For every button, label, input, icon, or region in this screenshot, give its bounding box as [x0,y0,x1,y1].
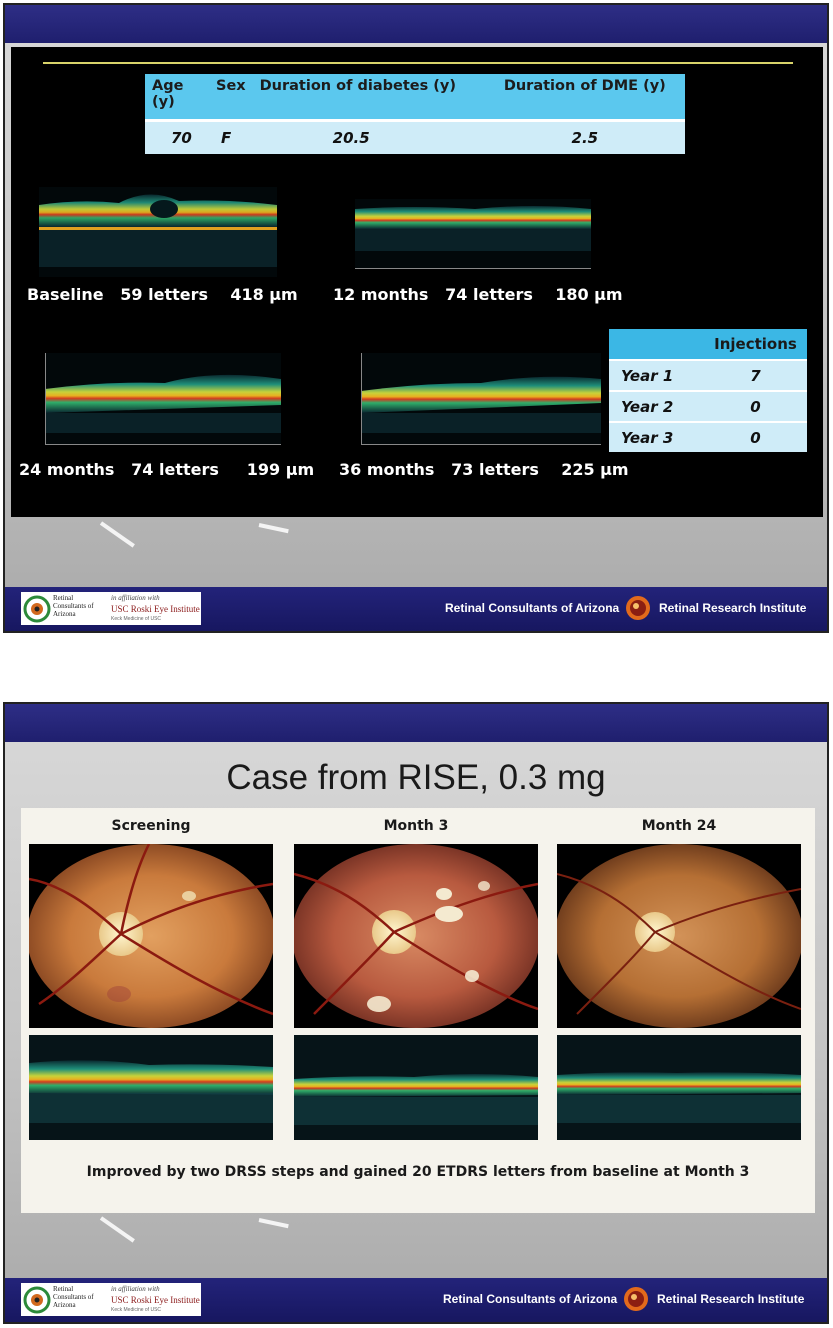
slide-footer: Retinal Consultants of Arizona in affili… [5,1278,827,1322]
patient-info-table: Age (y) Sex Duration of diabetes (y) Dur… [145,74,685,154]
rca-eye-icon [23,1286,51,1314]
slide-title: Case from RISE, 0.3 mg [226,758,606,797]
rri-logo-icon [626,596,650,620]
table-cell: F [209,118,253,154]
injections-table: Injections Year 1 7 Year 2 0 Year 3 0 [609,329,807,452]
visit-label: Baseline [27,285,104,304]
road-marking [258,1218,289,1229]
oct-scan-screening [29,1035,273,1140]
table-cell: Year 2 [609,390,704,422]
case-caption: Improved by two DRSS steps and gained 20… [86,1164,750,1180]
table-header: Injections [704,329,807,360]
usc-text: USC Roski Eye Institute [111,604,200,614]
footer-rri-text: Retinal Research Institute [659,601,807,615]
oct-label-36-months: 36 months 73 letters 225 µm [339,460,629,479]
table-cell: 70 [145,118,209,154]
fundus-image-month-3 [294,844,538,1028]
thickness-label: 418 µm [230,285,298,304]
letters-label: 73 letters [451,460,539,479]
rri-logo-icon [624,1287,648,1311]
table-row: Year 2 0 [609,390,807,422]
affiliation-text: in affiliation with [111,594,160,602]
slide-top-banner [5,704,827,742]
column-header-month-3: Month 3 [383,818,449,834]
thickness-label: 199 µm [246,460,315,479]
usc-text: USC Roski Eye Institute [111,1295,200,1305]
case-images-card: Screening Month 3 Month 24 [21,808,815,1213]
slide-footer: Retinal Consultants of Arizona in affili… [5,587,827,631]
table-cell: 7 [704,359,807,391]
fundus-image-screening [29,844,273,1028]
slide-1: Age (y) Sex Duration of diabetes (y) Dur… [3,3,829,633]
table-header: Duration of diabetes (y) [252,74,485,120]
footer-rca-text: Retinal Consultants of Arizona [445,601,620,615]
oct-scan-36-months [361,353,601,445]
affiliation-text: in affiliation with [111,1285,160,1293]
footer-rca-text: Retinal Consultants of Arizona [443,1292,618,1306]
rca-eye-icon [23,595,51,623]
letters-label: 74 letters [445,285,533,304]
oct-label-12-months: 12 months 74 letters 180 µm [333,285,623,304]
slide-2: Case from RISE, 0.3 mg Screening Month 3… [3,702,829,1324]
oct-scan-baseline [39,187,277,277]
thickness-label: 180 µm [555,285,623,304]
oct-scan-month-24 [557,1035,801,1140]
table-cell: Year 1 [609,359,704,391]
letters-label: 74 letters [131,460,219,479]
rca-usc-logo: Retinal Consultants of Arizona in affili… [21,1283,201,1316]
table-header: Sex [209,74,253,120]
visit-label: 24 months [19,460,115,479]
oct-results-panel: Age (y) Sex Duration of diabetes (y) Dur… [11,47,823,517]
table-cell: 0 [704,421,807,452]
usc-sub-text: Keck Medicine of USC [111,1307,162,1313]
letters-label: 59 letters [120,285,209,304]
column-header-screening: Screening [111,818,191,834]
visit-label: 36 months [339,460,435,479]
road-marking [99,521,135,548]
usc-sub-text: Keck Medicine of USC [111,616,162,622]
thickness-label: 225 µm [561,460,629,479]
oct-scan-24-months [45,353,281,445]
table-cell: Year 3 [609,421,704,452]
rca-usc-logo: Retinal Consultants of Arizona in affili… [21,592,201,625]
slide-top-banner [5,5,827,43]
accent-divider-line [43,62,793,64]
column-header-month-24: Month 24 [641,818,717,834]
table-cell: 0 [704,390,807,422]
table-row: Year 3 0 [609,421,807,452]
oct-label-baseline: Baseline 59 letters 418 µm [27,285,298,304]
table-header: Duration of DME (y) [484,74,685,120]
footer-rri-text: Retinal Research Institute [657,1292,805,1306]
table-cell: 2.5 [484,118,685,154]
road-marking [258,523,289,534]
oct-scan-12-months [355,199,591,269]
table-row: Year 1 7 [609,359,807,391]
oct-label-24-months: 24 months 74 letters 199 µm [19,460,314,479]
oct-scan-month-3 [294,1035,538,1140]
visit-label: 12 months [333,285,429,304]
rca-logo-text: Retinal Consultants of Arizona [53,594,94,618]
table-cell: 20.5 [252,118,485,154]
road-marking [99,1216,135,1243]
rca-logo-text: Retinal Consultants of Arizona [53,1285,94,1309]
table-header: Age (y) [145,74,209,120]
fundus-image-month-24 [557,844,801,1028]
